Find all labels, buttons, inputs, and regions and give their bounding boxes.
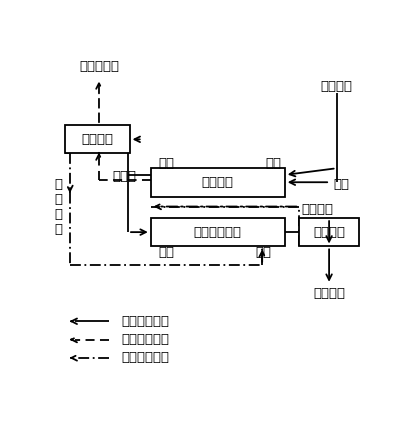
Text: 冷凝装置: 冷凝装置 <box>81 133 113 146</box>
Text: 无氯塑料: 无氯塑料 <box>321 80 352 93</box>
Text: 冷却装置: 冷却装置 <box>313 226 345 239</box>
Text: 回转电炉: 回转电炉 <box>202 176 234 189</box>
Text: 炉尾: 炉尾 <box>159 157 175 170</box>
Text: 内热式回转窑: 内热式回转窑 <box>194 226 242 239</box>
Text: 能源气收集: 能源气收集 <box>79 60 119 73</box>
Text: 高温蒸汽: 高温蒸汽 <box>301 203 333 216</box>
Text: 铬渣排放: 铬渣排放 <box>313 286 345 299</box>
Text: 固相移动方向: 固相移动方向 <box>122 315 170 328</box>
Text: 铬渣: 铬渣 <box>333 178 349 191</box>
Text: 炉头: 炉头 <box>266 157 281 170</box>
Bar <box>299 218 359 246</box>
Text: 窑头: 窑头 <box>159 246 175 259</box>
Bar <box>151 168 285 197</box>
Text: 气相移动方向: 气相移动方向 <box>122 333 170 346</box>
Text: 窑尾: 窑尾 <box>256 246 272 259</box>
Bar <box>151 218 285 246</box>
Bar <box>65 125 130 153</box>
Text: 水汽移动方向: 水汽移动方向 <box>122 351 170 364</box>
Text: 冷
却
水
汽: 冷 却 水 汽 <box>54 178 62 235</box>
Text: 能源气: 能源气 <box>113 170 137 183</box>
